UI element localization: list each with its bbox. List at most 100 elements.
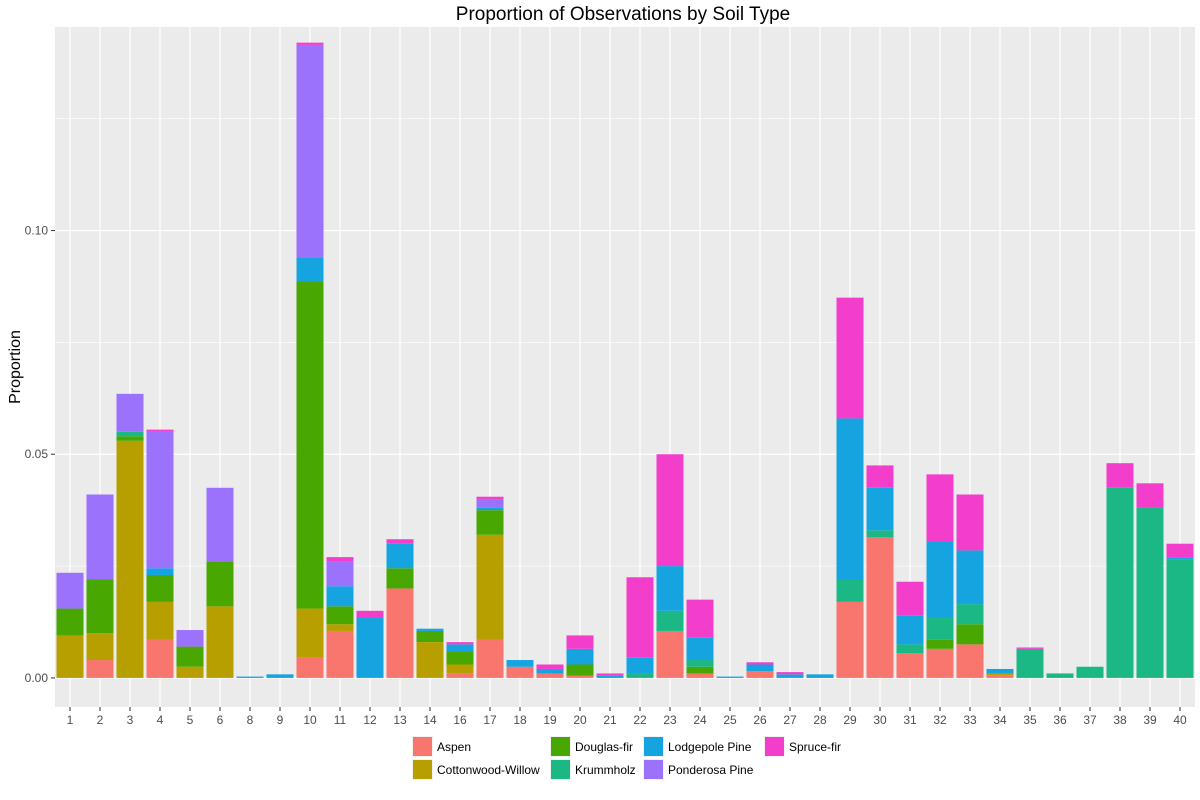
plot-panel: [55, 27, 1195, 707]
bar-segment: [176, 630, 204, 647]
bar-segment: [386, 568, 414, 589]
x-tick-label: 33: [963, 713, 977, 727]
x-tick-label: 21: [603, 713, 617, 727]
bar-segment: [536, 664, 564, 669]
x-tick-label: 17: [483, 713, 497, 727]
bar-segment: [1016, 648, 1044, 678]
bar-segment: [146, 568, 174, 576]
bar-segment: [296, 282, 324, 609]
bar-segment: [896, 653, 924, 678]
bar-segment: [956, 550, 984, 605]
legend-swatch: [551, 737, 570, 756]
bar-segment: [926, 541, 954, 618]
bar-segment: [656, 454, 684, 567]
bar-segment: [926, 639, 954, 649]
bar-segment: [596, 675, 624, 678]
bar-segment: [566, 648, 594, 665]
bar-segment: [386, 588, 414, 678]
bar-segment: [686, 637, 714, 661]
bar-segment: [866, 530, 894, 537]
bar-segment: [86, 494, 114, 580]
x-tick-label: 35: [1023, 713, 1037, 727]
bar-segment: [86, 660, 114, 678]
bar-segment: [656, 630, 684, 678]
x-tick-label: 2: [97, 713, 104, 727]
bar-segment: [686, 599, 714, 638]
bar-segment: [206, 487, 234, 562]
legend-swatch: [413, 737, 432, 756]
x-tick-label: 27: [783, 713, 797, 727]
bar-segment: [206, 561, 234, 607]
bar-segment: [56, 635, 84, 678]
x-tick-label: 13: [393, 713, 407, 727]
bar-segment: [266, 674, 294, 678]
bar-segment: [116, 431, 144, 437]
x-tick-label: 10: [303, 713, 317, 727]
bar-segment: [116, 436, 144, 441]
bar-segment: [476, 510, 504, 535]
x-tick-label: 37: [1083, 713, 1097, 727]
bar-segment: [1106, 487, 1134, 678]
bar-segment: [896, 615, 924, 645]
bar-segment: [446, 673, 474, 678]
bar-segment: [836, 297, 864, 419]
legend-label: Aspen: [437, 740, 471, 754]
bar-segment: [1136, 483, 1164, 508]
bar-segment: [386, 539, 414, 544]
bar-segment: [356, 610, 384, 618]
x-tick-label: 38: [1113, 713, 1127, 727]
bar-segment: [296, 44, 324, 258]
bar-segment: [686, 673, 714, 678]
bar-segment: [446, 642, 474, 645]
bar-segment: [566, 675, 594, 678]
bar-segment: [746, 664, 774, 672]
legend-swatch: [765, 737, 784, 756]
bar-segment: [116, 440, 144, 678]
x-tick-label: 3: [127, 713, 134, 727]
bar-segment: [296, 257, 324, 282]
legend-label: Krummholz: [575, 763, 636, 777]
x-tick-label: 18: [513, 713, 527, 727]
bar-segment: [356, 617, 384, 678]
bar-segment: [1016, 647, 1044, 649]
bar-segment: [236, 676, 264, 678]
bar-segment: [626, 673, 654, 678]
y-tick-label: 0.05: [25, 447, 49, 461]
bar-segment: [716, 676, 744, 678]
bar-segment: [836, 601, 864, 678]
bar-segment: [836, 579, 864, 602]
bar-segment: [326, 557, 354, 562]
x-tick-label: 36: [1053, 713, 1067, 727]
bar-segment: [176, 666, 204, 678]
bar-segment: [746, 671, 774, 678]
bar-segment: [56, 608, 84, 636]
bar-segment: [866, 537, 894, 678]
bar-segment: [386, 543, 414, 569]
bar-segment: [806, 674, 834, 678]
y-axis-title: Proportion: [7, 330, 24, 404]
bar-segment: [1106, 463, 1134, 488]
x-tick-label: 20: [573, 713, 587, 727]
bar-segment: [1166, 543, 1194, 558]
bar-segment: [956, 644, 984, 678]
x-tick-label: 34: [993, 713, 1007, 727]
bar-segment: [566, 635, 594, 649]
x-tick-label: 40: [1173, 713, 1187, 727]
x-tick-label: 23: [663, 713, 677, 727]
legend-label: Ponderosa Pine: [668, 763, 754, 777]
bar-segment: [956, 624, 984, 645]
bar-segment: [206, 606, 234, 678]
bar-segment: [296, 42, 324, 45]
bar-segment: [566, 664, 594, 676]
y-tick-label: 0.00: [25, 671, 49, 685]
x-tick-label: 25: [723, 713, 737, 727]
bar-segment: [986, 675, 1014, 678]
bar-segment: [866, 487, 894, 531]
bar-segment: [146, 575, 174, 602]
bar-segment: [86, 579, 114, 634]
bar-segment: [506, 660, 534, 667]
bar-segment: [656, 610, 684, 631]
bar-segment: [686, 666, 714, 674]
legend-label: Cottonwood-Willow: [437, 763, 540, 777]
